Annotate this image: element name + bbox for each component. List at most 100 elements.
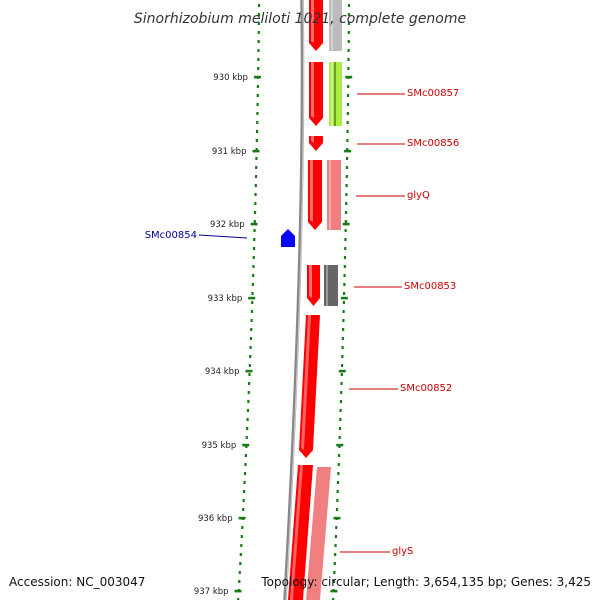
tick-mark-left	[245, 369, 253, 373]
gene-label-smc00852[interactable]: SMc00852	[400, 383, 452, 394]
ring-dot	[342, 301, 345, 304]
tick-mark-right	[330, 589, 338, 593]
ring-dot	[239, 553, 242, 556]
ring-dot	[337, 454, 341, 457]
ring-dot	[338, 445, 341, 448]
ring-dot	[344, 229, 347, 232]
ring-dot	[242, 499, 245, 502]
ring-dot	[347, 40, 350, 43]
ring-dot	[249, 346, 252, 349]
ring-dot	[253, 229, 256, 232]
ring-dot	[341, 346, 344, 349]
ring-dot	[244, 454, 248, 457]
gene-arrow-glyq[interactable]	[308, 160, 322, 230]
tick-mark-left	[250, 222, 258, 226]
ring-dot	[254, 202, 257, 205]
product-bar-smc00853	[324, 265, 338, 306]
genome-backbone-highlight	[285, 0, 304, 600]
gene-arrow-top[interactable]	[309, 0, 323, 51]
ring-dot	[346, 103, 350, 106]
ring-dot	[256, 112, 259, 115]
tick-mark-right	[336, 443, 344, 447]
ring-dot	[339, 409, 342, 412]
ring-dot	[254, 184, 257, 187]
ring-dot	[246, 427, 249, 430]
ring-dot	[341, 337, 344, 340]
gene-label-smc00854[interactable]: SMc00854	[145, 230, 197, 241]
ring-dot	[238, 580, 241, 583]
ring-dot	[251, 292, 254, 295]
ring-dot	[241, 526, 244, 529]
gene-label-smc00856[interactable]: SMc00856	[407, 138, 459, 149]
ring-dot	[248, 373, 251, 376]
ring-dot	[345, 184, 348, 187]
ring-dot	[247, 391, 250, 394]
gene-arrow-smc00853[interactable]	[307, 265, 320, 306]
gene-labels: SMc00857 SMc00856 glyQ SMc00854 SMc00853 SMc0…	[145, 88, 460, 557]
ring-dot	[257, 67, 260, 70]
tick-label: 933 kbp	[208, 294, 243, 304]
tick-label: 934 kbp	[205, 367, 240, 377]
ring-dot	[337, 472, 340, 475]
ring-dot	[343, 274, 346, 277]
left-dotted-ring	[237, 4, 261, 600]
accession-text: Accession: NC_003047	[9, 575, 145, 589]
ring-dot	[252, 247, 256, 250]
tick-mark-right	[342, 222, 350, 226]
ring-dot	[345, 157, 349, 160]
ring-dot	[347, 85, 350, 88]
ring-dot	[251, 283, 254, 286]
ring-dot	[239, 562, 242, 565]
ring-dot	[248, 364, 251, 367]
ring-dot	[254, 193, 257, 196]
tick-mark-left	[238, 516, 246, 520]
ring-dot	[340, 364, 344, 367]
gene-label-glys[interactable]: glyS	[392, 546, 413, 557]
gene-arrow-smc00857[interactable]	[309, 62, 323, 126]
ring-dot	[334, 535, 338, 538]
tick-mark-left	[253, 75, 261, 79]
ring-dot	[336, 490, 339, 493]
ring-dot	[338, 427, 342, 430]
ring-dot	[344, 238, 347, 241]
ring-dot	[343, 265, 346, 268]
tick-mark-left	[248, 296, 256, 300]
ring-dot	[240, 544, 243, 547]
tick-mark-right	[333, 516, 341, 520]
gene-label-smc00857[interactable]: SMc00857	[407, 88, 459, 99]
ring-dot	[248, 382, 251, 385]
gene-arrow-smc00856[interactable]	[309, 136, 323, 151]
tick-mark-left	[234, 589, 242, 593]
ring-dot	[346, 121, 349, 124]
tick-mark-left	[252, 149, 260, 153]
ring-dot	[342, 319, 345, 322]
tick-mark-right	[338, 369, 346, 373]
ring-dot	[253, 220, 256, 223]
ring-dot	[245, 436, 248, 439]
ring-dot	[243, 481, 246, 484]
ring-dot	[338, 436, 341, 439]
ring-dot	[252, 265, 255, 268]
ring-dot	[347, 58, 350, 61]
ring-dot	[250, 319, 253, 322]
ring-dot	[340, 382, 343, 385]
ring-dot	[257, 49, 260, 52]
gene-arrow-smc00854[interactable]	[281, 229, 295, 247]
gene-arrow-smc00852[interactable]	[299, 315, 320, 458]
product-bar-glyq	[327, 160, 341, 230]
ring-dot	[255, 130, 259, 133]
ring-dot	[246, 409, 250, 412]
ring-dot	[340, 373, 343, 376]
ring-dot	[342, 310, 345, 313]
gene-arrow-glys[interactable]	[288, 465, 313, 600]
gene-label-smc00853[interactable]: SMc00853	[404, 281, 456, 292]
tick-label: 937 kbp	[194, 587, 229, 597]
ring-dot	[334, 544, 337, 547]
ring-dot	[343, 283, 346, 286]
ring-dot	[347, 22, 351, 25]
ring-dot	[255, 157, 258, 160]
gene-label-glyq[interactable]: glyQ	[407, 190, 430, 201]
ring-dot	[257, 13, 261, 16]
ring-dot	[343, 256, 347, 259]
tick-mark-right	[340, 296, 348, 300]
